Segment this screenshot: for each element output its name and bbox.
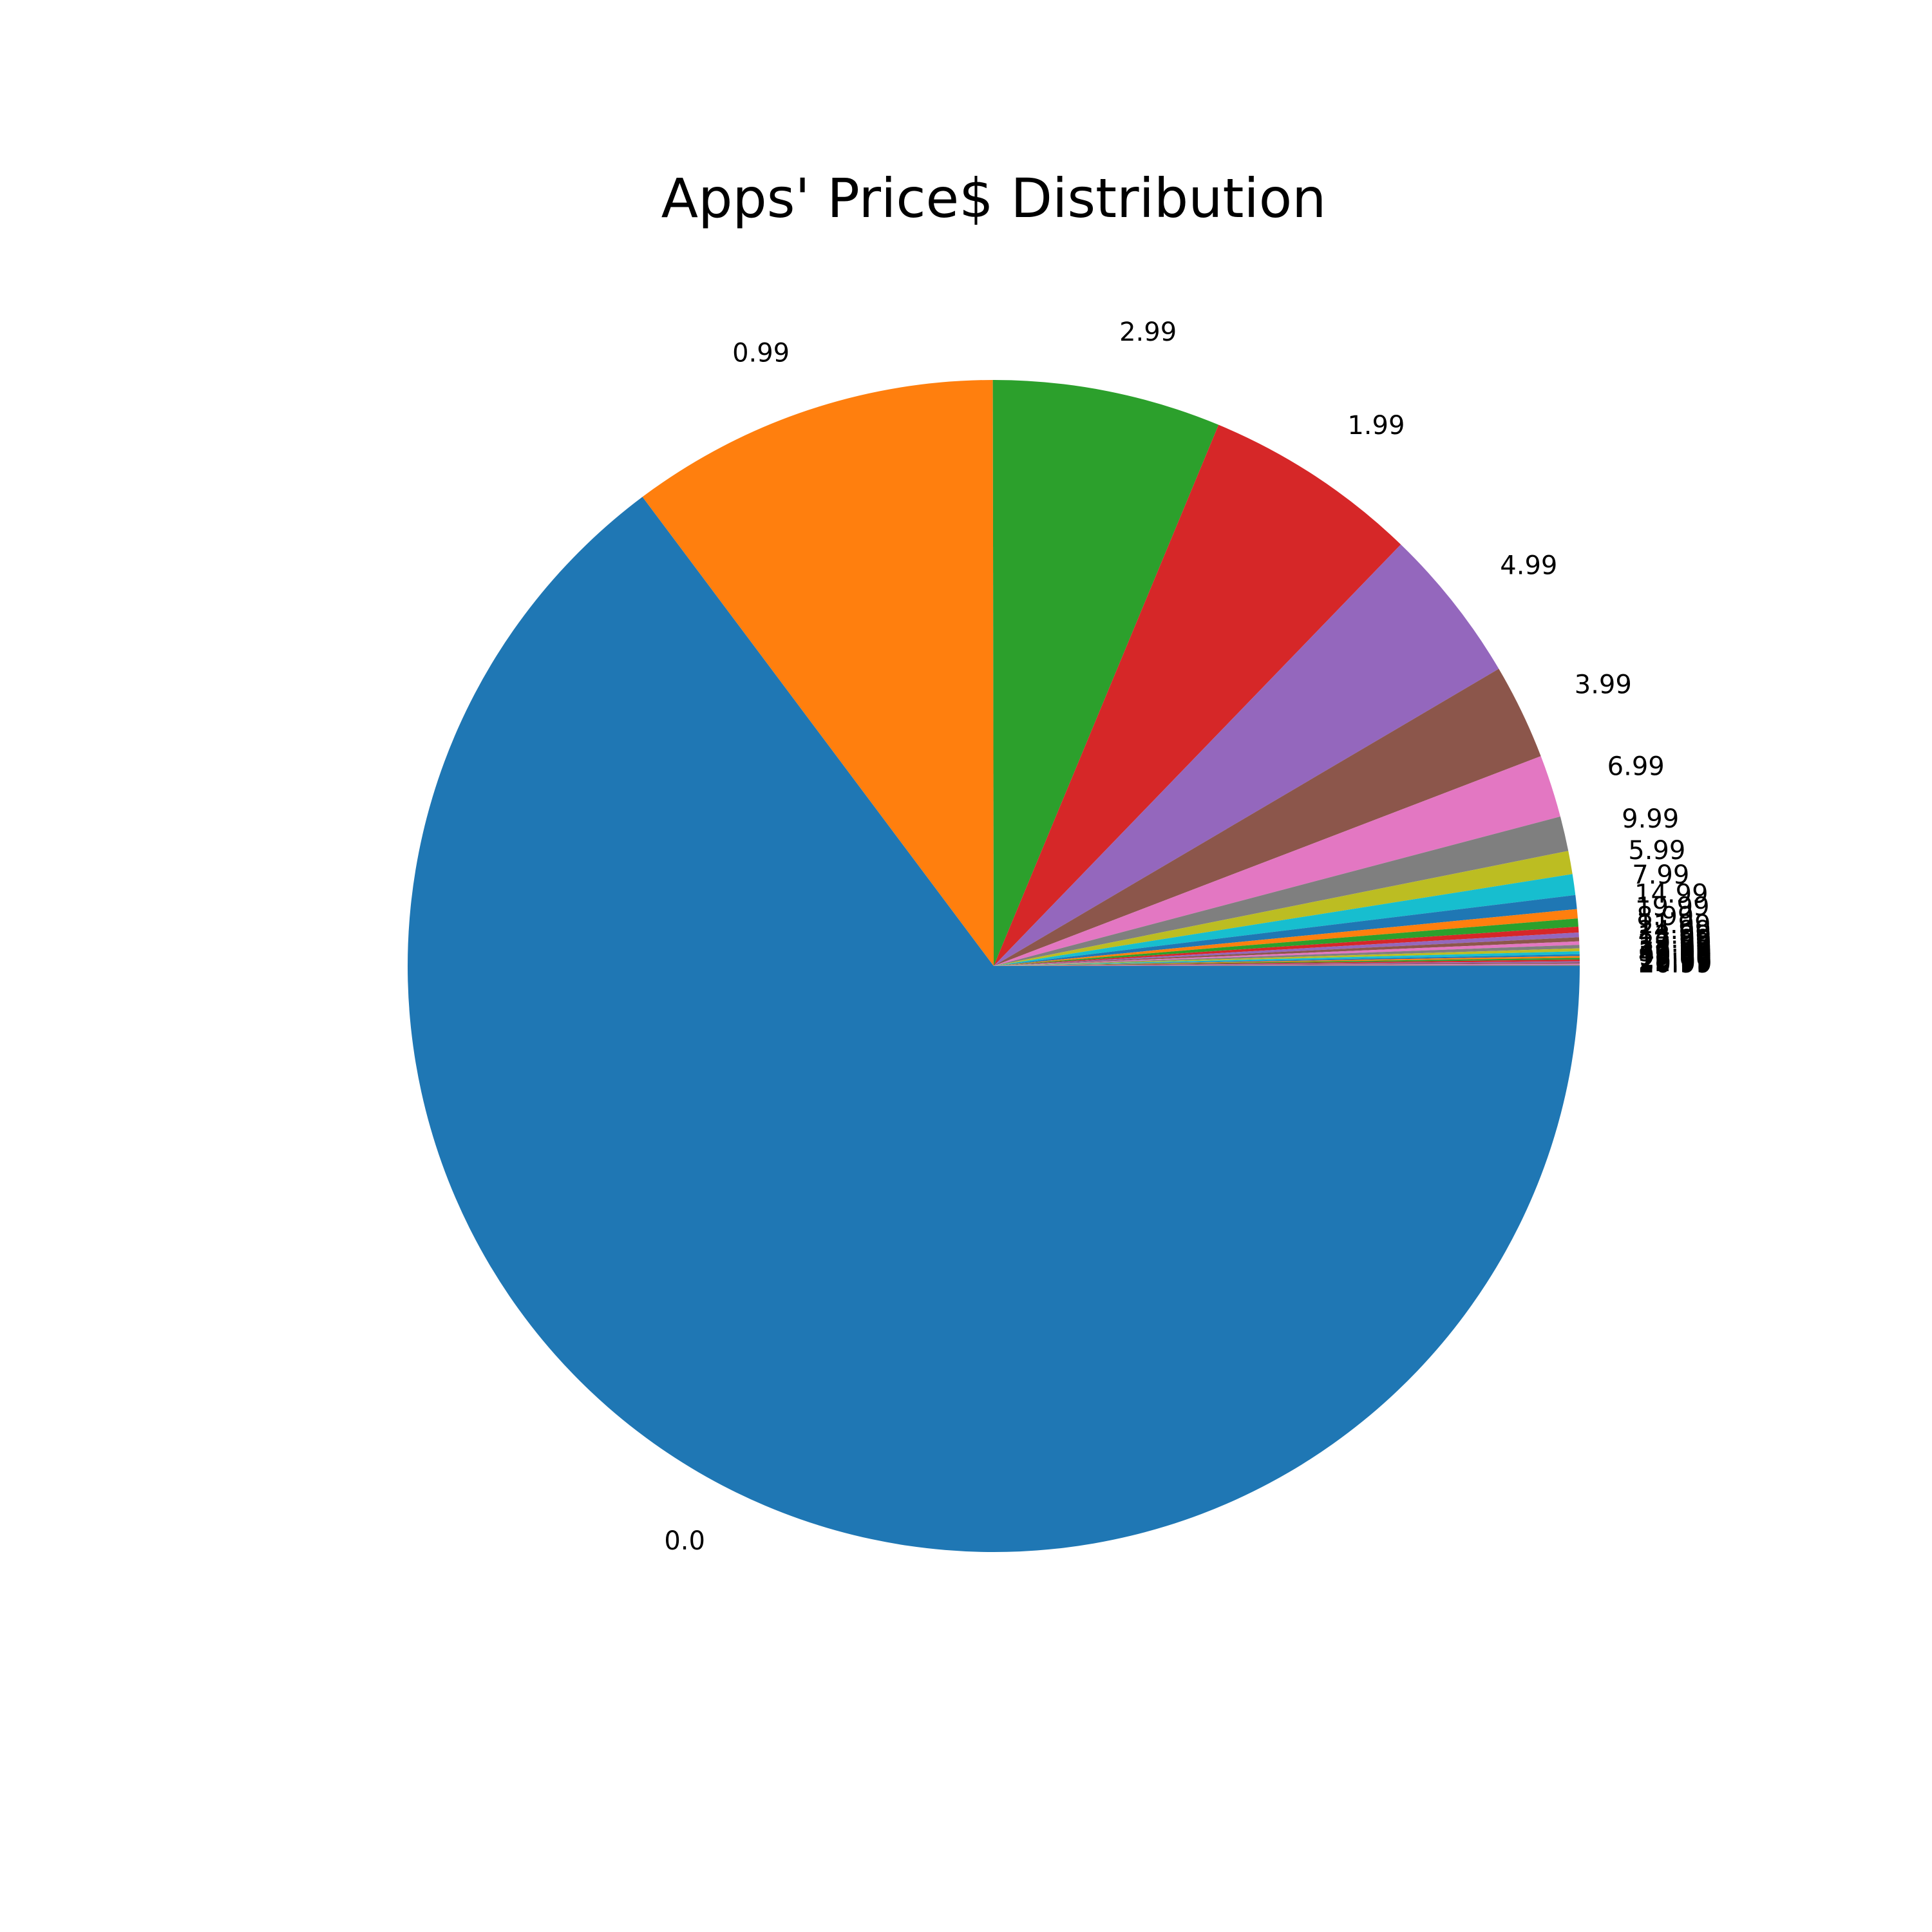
pie-slice-7-99 [994,874,1576,966]
pie-slice-0-0 [408,497,1580,1552]
slice-label-0-0: 0.0 [664,1526,705,1556]
slice-label-6-99: 6.99 [1607,752,1665,782]
slice-label-3-99: 3.99 [1575,670,1632,699]
slice-label-4-99: 4.99 [1500,551,1557,581]
pie-slice-9-99 [994,816,1569,966]
pie-slice-49-99 [994,956,1580,966]
pie-slice-1-99 [994,424,1401,966]
pie-slice-3-99 [994,668,1541,966]
slice-label-29-99: 29.99 [1638,929,1712,958]
pie-slice-0-99 [642,380,994,966]
slice-label-24-99: 24.99 [1638,916,1712,945]
pie-slice-5-99 [994,851,1573,966]
pie-slice-6-99 [994,756,1560,966]
slice-label-12-99: 12.99 [1638,925,1712,954]
slice-label-7-99: 7.99 [1632,860,1689,890]
slice-label-5-99: 5.99 [1628,836,1685,866]
pie-slice-23-99 [994,962,1580,966]
pie-slices [408,379,1580,1552]
pie-slice-16-99 [994,959,1580,966]
pie-slice-99-99 [994,958,1580,966]
slice-label-11-99: 11.99 [1637,910,1711,940]
slice-label-17-99: 17.99 [1638,932,1712,961]
pie-slice-24-99 [994,932,1579,966]
slice-label-23-99: 23.99 [1638,947,1712,976]
slice-label-99-99: 99.99 [1638,942,1712,971]
pie-slice-11-99 [994,926,1579,966]
pie-slice-13-99 [994,937,1580,966]
pie-slice-39-99 [994,954,1580,966]
slice-label-16-99: 16.99 [1638,943,1712,973]
pie-slice-8-99 [994,918,1578,966]
slice-label-14-99: 14.99 [1634,880,1709,909]
pie-slice-29-99 [994,945,1580,966]
slice-label-13-99: 13.99 [1638,920,1712,950]
pie-slice-12-99 [994,941,1580,966]
pie-slice-17-99 [994,948,1580,966]
slice-label-9-99: 9.99 [1622,804,1679,834]
pie-slice-2-99 [992,379,1219,966]
slice-label-15-99: 15.99 [1638,935,1712,965]
pie-slice-4-99 [994,544,1499,966]
pie-slice-18-99 [994,961,1580,966]
slice-label-0-99: 0.99 [732,338,790,368]
pie-labels: 0.00.992.991.994.993.996.999.995.997.991… [664,317,1712,1556]
pie-slice-19-99 [994,909,1578,966]
slice-label-39-99: 39.99 [1638,938,1712,967]
slice-label-49-99: 49.99 [1638,940,1712,969]
slice-label-18-99: 18.99 [1638,945,1712,975]
slice-label-20-99: 20.99 [1638,949,1712,979]
slice-label-2-99: 2.99 [1119,317,1177,347]
slice-label-8-99: 8.99 [1636,902,1694,932]
pie-slice-20-99 [994,965,1580,966]
slice-label-1-99: 1.99 [1347,411,1405,440]
pie-slice-15-99 [994,951,1580,966]
pie-slice-22-99 [994,963,1580,966]
chart-title: Apps' Price$ Distribution [661,167,1327,230]
pie-slice-14-99 [994,895,1577,966]
slice-label-22-99: 22.99 [1638,948,1712,978]
slice-label-19-99: 19.99 [1636,893,1710,922]
